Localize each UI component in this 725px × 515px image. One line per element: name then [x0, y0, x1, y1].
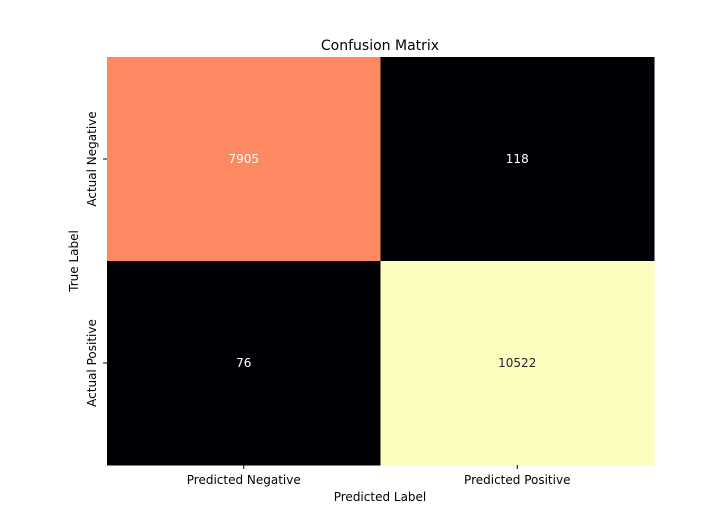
- heatmap-cells: 7905 118 76 10522: [107, 57, 655, 466]
- x-tick-label-1: Predicted Positive: [464, 473, 570, 487]
- cell-value-label-r0-c0: 7905: [228, 152, 259, 166]
- chart-title: Confusion Matrix: [321, 38, 439, 54]
- y-axis-label: True Label: [67, 230, 81, 293]
- cell-value-label-r1-c0: 76: [236, 356, 251, 370]
- heatmap-cell-r1-c1: [380, 261, 655, 466]
- heatmap-cell-r0-c0: [107, 57, 381, 262]
- heatmap-cell-r0-c1: [380, 57, 655, 262]
- cell-value-label-r0-c1: 118: [506, 152, 529, 166]
- x-tick-label-0: Predicted Negative: [187, 473, 301, 487]
- y-tick-label-1: Actual Positive: [85, 319, 99, 407]
- x-axis-label: Predicted Label: [334, 490, 427, 504]
- heatmap-cell-r1-c0: [107, 261, 381, 466]
- y-tick-label-0: Actual Negative: [85, 111, 99, 206]
- cell-value-label-r1-c1: 10522: [498, 356, 536, 370]
- axis-ticks: Predicted Negative Predicted Positive Actu…: [85, 111, 570, 487]
